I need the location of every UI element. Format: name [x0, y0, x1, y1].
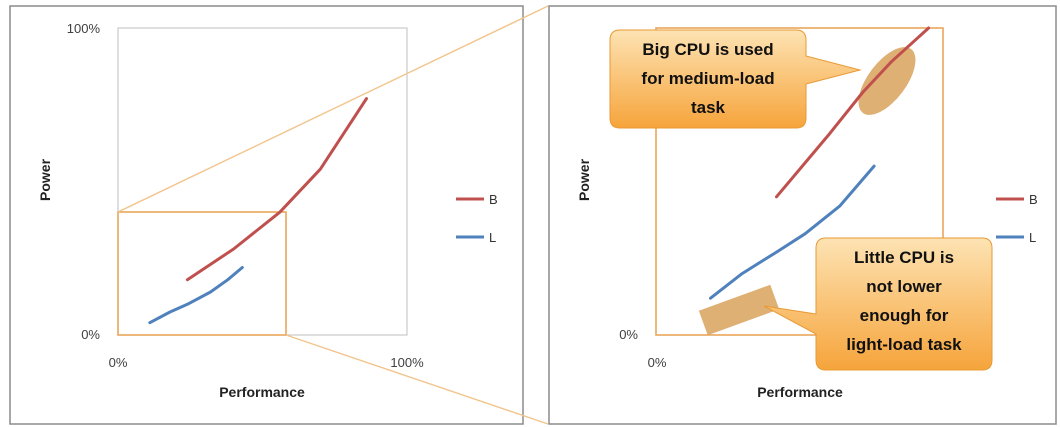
- left-legend-b-label: B: [489, 192, 498, 207]
- right-y-tick-min: 0%: [619, 327, 638, 342]
- left-x-tick-max: 100%: [390, 355, 424, 370]
- full-range-chart: 100% 0% 0% 100% Performance Power B L: [9, 5, 524, 425]
- left-series-b-line: [185, 97, 368, 282]
- little-cpu-callout-line-1: Little CPU is: [854, 248, 954, 267]
- left-legend-l-label: L: [489, 230, 496, 245]
- big-cpu-callout-bubble: [609, 29, 862, 129]
- big-cpu-callout-line-3: task: [691, 98, 726, 117]
- big-cpu-callout: Big CPU is used for medium-load task: [609, 29, 862, 129]
- left-y-tick-min: 0%: [81, 327, 100, 342]
- zoom-region-box: [117, 211, 287, 336]
- right-legend: B L: [996, 192, 1038, 245]
- right-zoom-border: [655, 27, 944, 336]
- right-x-tick-min: 0%: [648, 355, 667, 370]
- little-cpu-callout-line-4: light-load task: [846, 335, 962, 354]
- little-cpu-callout: Little CPU is not lower enough for light…: [763, 237, 993, 371]
- right-legend-b-label: B: [1029, 192, 1038, 207]
- left-x-axis-title: Performance: [219, 384, 305, 400]
- little-cpu-callout-bubble: [763, 237, 993, 371]
- zoomed-chart: 0% 0% Performance Power B L Big CPU is u…: [548, 5, 1057, 425]
- right-series-b-line: [775, 26, 931, 199]
- left-legend: B L: [456, 192, 498, 245]
- right-legend-l-label: L: [1029, 230, 1036, 245]
- medium-load-highlight: [858, 47, 916, 115]
- left-y-tick-max: 100%: [67, 21, 101, 36]
- big-cpu-callout-line-2: for medium-load: [641, 69, 774, 88]
- light-load-highlight: [698, 284, 780, 336]
- right-x-axis-title: Performance: [757, 384, 843, 400]
- left-x-tick-min: 0%: [109, 355, 128, 370]
- left-series-l-line: [148, 266, 244, 325]
- little-cpu-callout-line-3: enough for: [860, 306, 949, 325]
- zoom-connector-top: [117, 5, 549, 213]
- little-cpu-callout-line-2: not lower: [866, 277, 942, 296]
- left-plot-area: [117, 27, 408, 336]
- zoom-connector-bottom: [285, 334, 549, 425]
- right-y-axis-title: Power: [576, 158, 592, 201]
- left-y-axis-title: Power: [37, 158, 53, 201]
- right-series-l-line: [709, 164, 876, 300]
- big-cpu-callout-line-1: Big CPU is used: [642, 40, 773, 59]
